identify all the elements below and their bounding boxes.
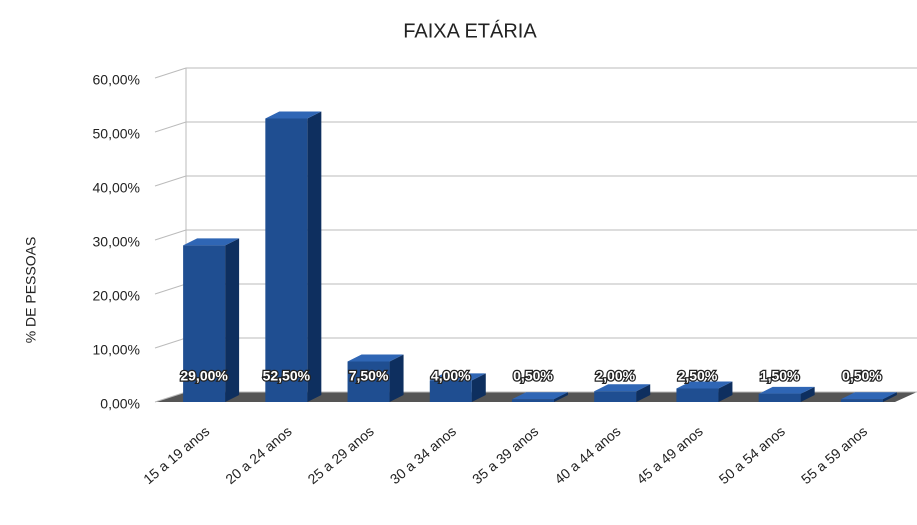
bar-side bbox=[800, 386, 815, 402]
bar-side bbox=[636, 384, 651, 402]
grid-line-wall bbox=[154, 391, 187, 403]
bar-side bbox=[225, 238, 240, 402]
value-label: 0,50% bbox=[842, 368, 882, 384]
chart-title: FAIXA ETÁRIA bbox=[403, 19, 537, 42]
y-tick-label: 10,00% bbox=[93, 342, 140, 358]
bar-top bbox=[758, 386, 815, 394]
value-label: 7,50% bbox=[349, 368, 389, 384]
y-axis-label: % DE PESSOAS bbox=[23, 237, 39, 344]
bar bbox=[840, 399, 883, 402]
grid-line-wall bbox=[154, 67, 187, 79]
bar-top bbox=[347, 354, 404, 362]
bar bbox=[758, 393, 801, 402]
x-tick-label: 50 a 54 anos bbox=[716, 423, 788, 487]
y-tick-label: 40,00% bbox=[93, 180, 140, 196]
bar-side bbox=[554, 392, 568, 402]
bar-top bbox=[265, 111, 322, 119]
y-tick-label: 0,00% bbox=[100, 396, 140, 412]
bar bbox=[265, 118, 308, 402]
x-tick-label: 35 a 39 anos bbox=[469, 423, 541, 487]
bar-side bbox=[882, 392, 897, 402]
x-tick-label: 15 a 19 anos bbox=[140, 423, 212, 487]
bar-top bbox=[512, 392, 568, 400]
bar-side bbox=[471, 373, 486, 402]
bar-side bbox=[307, 111, 322, 402]
x-tick-label: 55 a 59 anos bbox=[798, 423, 870, 487]
value-label: 52,50% bbox=[263, 368, 311, 384]
value-label: 29,00% bbox=[180, 368, 228, 384]
bar-top bbox=[840, 392, 897, 400]
grid-line-wall bbox=[154, 337, 187, 349]
x-tick-label: 25 a 29 anos bbox=[305, 423, 377, 487]
grid-line-wall bbox=[154, 175, 187, 187]
x-tick-label: 20 a 24 anos bbox=[222, 423, 294, 487]
value-label: 0,50% bbox=[513, 368, 553, 384]
grid-line-wall bbox=[154, 283, 187, 295]
grid-line-wall bbox=[154, 121, 187, 133]
value-label: 1,50% bbox=[760, 368, 800, 384]
grid-line-wall bbox=[154, 229, 187, 241]
value-label: 2,00% bbox=[595, 368, 635, 384]
y-tick-label: 60,00% bbox=[93, 72, 140, 88]
value-label: 4,00% bbox=[431, 368, 471, 384]
y-tick-label: 30,00% bbox=[93, 234, 140, 250]
value-label: 2,50% bbox=[678, 368, 718, 384]
bar bbox=[347, 361, 390, 402]
bar bbox=[594, 391, 637, 402]
bar bbox=[676, 388, 719, 402]
bar-top bbox=[183, 238, 240, 246]
x-tick-label: 30 a 34 anos bbox=[387, 423, 459, 487]
bar-top bbox=[594, 384, 651, 392]
bar-top bbox=[429, 373, 486, 381]
x-tick-label: 40 a 44 anos bbox=[551, 423, 623, 487]
bar-top bbox=[676, 381, 733, 389]
bar bbox=[512, 399, 554, 402]
y-tick-label: 20,00% bbox=[93, 288, 140, 304]
bar-side bbox=[389, 354, 404, 402]
bar bbox=[183, 245, 226, 402]
bar-side bbox=[718, 381, 733, 402]
x-tick-label: 45 a 49 anos bbox=[633, 423, 705, 487]
y-tick-label: 50,00% bbox=[93, 126, 140, 142]
bar bbox=[429, 380, 472, 402]
